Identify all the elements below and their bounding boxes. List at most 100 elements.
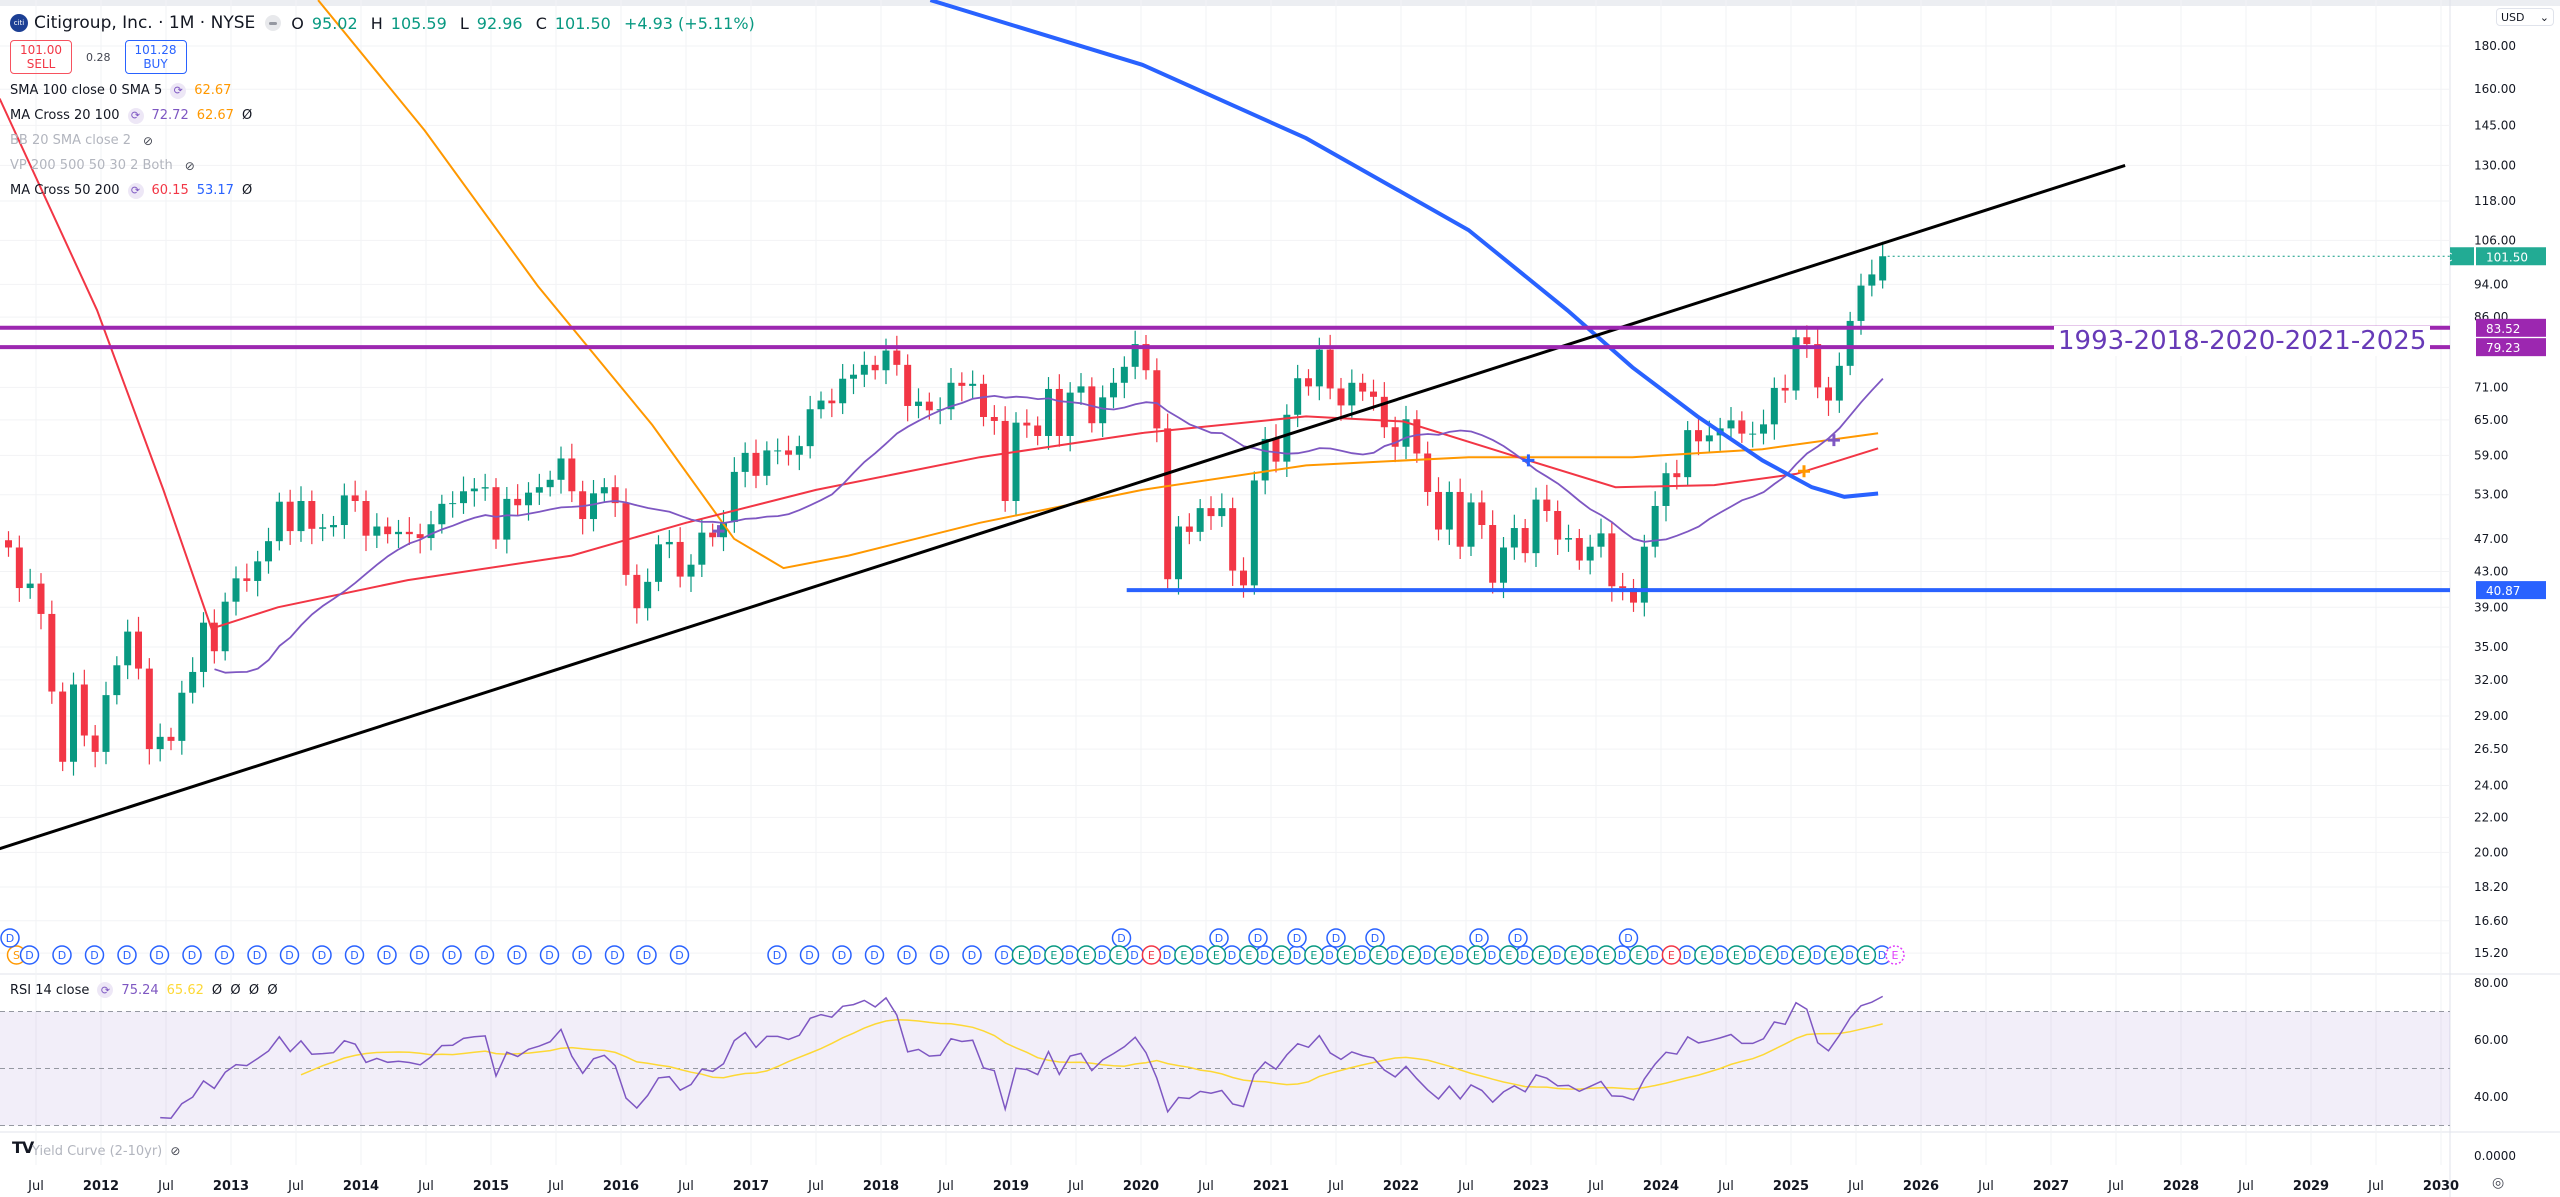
indicator-row[interactable]: BB 20 SMA close 2 ⊘ [10,128,763,153]
dividend-marker-circle[interactable] [1248,928,1268,948]
dividend-marker-circle[interactable] [507,945,527,965]
dividend-marker-circle[interactable] [474,945,495,965]
earnings-marker-circle[interactable] [1466,945,1487,965]
dividend-marker-circle[interactable] [409,945,430,965]
dividend-marker-circle[interactable] [344,945,365,965]
price-axis-label: 18.20 [2474,880,2508,894]
dividend-marker-circle[interactable] [214,945,235,965]
dividend-marker-circle[interactable] [247,945,267,965]
earnings-marker-circle[interactable] [1531,945,1552,965]
dividend-marker-circle[interactable] [117,945,137,965]
dividend-marker-circle[interactable] [604,945,625,965]
dividend-marker-circle[interactable] [929,945,950,965]
sync-icon[interactable]: ⟳ [170,82,187,99]
dividend-marker-circle[interactable] [637,945,657,965]
level-annotation[interactable]: 1993-2018-2020-2021-2025 [2054,326,2431,356]
earnings-marker-circle[interactable] [1011,945,1032,965]
earnings-marker-circle[interactable] [1564,945,1584,965]
dividend-marker-circle[interactable] [312,945,332,965]
earnings-marker-circle[interactable] [1629,945,1649,965]
dividend-marker-circle[interactable] [182,945,202,965]
earnings-marker-circle[interactable] [1726,945,1747,965]
dividend-marker-circle[interactable] [1326,928,1346,948]
currency-selector[interactable]: USD ⌄ [2496,8,2554,26]
sync-icon[interactable]: ⟳ [97,982,114,998]
indicator-name[interactable]: BB 20 SMA close 2 [10,133,132,148]
dividend-marker-circle[interactable] [864,945,885,965]
earnings-marker-circle[interactable] [1044,945,1064,965]
earnings-marker-circle[interactable] [1824,945,1844,965]
collapse-legend-button[interactable] [265,15,282,31]
dividend-marker-circle[interactable] [1287,928,1307,948]
candle-body [1435,491,1442,530]
earnings-marker-circle[interactable] [1499,945,1519,965]
earnings-marker-circle[interactable] [1856,945,1877,965]
earnings-marker-circle[interactable] [1661,945,1682,965]
dividend-marker-label: D [1195,949,1203,962]
candle-body [210,622,218,652]
dividend-marker-circle[interactable] [84,945,105,965]
price-axis-label: 43.00 [2474,564,2508,578]
dividend-marker-circle[interactable] [962,945,982,965]
earnings-marker-circle[interactable] [1369,945,1389,965]
dividend-marker-circle[interactable] [1618,928,1639,948]
dividend-marker-label: D [643,949,651,962]
indicator-row[interactable]: MA Cross 20 100 ⟳ 72.72 62.67 Ø [10,103,763,128]
sync-icon[interactable]: ⟳ [127,182,144,199]
earnings-marker-circle[interactable] [1791,945,1812,965]
earnings-marker-circle[interactable] [1206,945,1227,965]
earnings-marker-circle[interactable] [1596,945,1617,965]
earnings-marker-circle[interactable] [1141,945,1162,965]
dividend-marker-circle[interactable] [19,945,40,965]
dividend-marker-circle[interactable] [0,928,20,948]
indicator-name[interactable]: VP 200 500 50 30 2 Both [10,158,173,173]
dividend-marker-circle[interactable] [1508,928,1528,948]
ma-cross-marker [712,525,725,538]
indicator-name[interactable]: MA Cross 20 100 [10,108,120,123]
eye-hidden-icon[interactable]: ⊘ [184,158,195,173]
earnings-marker-circle[interactable] [1759,945,1779,965]
symbol-title[interactable]: Citigroup, Inc. · 1M · NYSE [34,13,256,33]
dividend-marker-circle[interactable] [442,945,462,965]
yield-curve-name[interactable]: Yield Curve (2-10yr) [32,1144,163,1159]
earnings-marker-circle[interactable] [1109,945,1129,965]
earnings-marker-circle[interactable] [1174,945,1194,965]
candle-body [1467,502,1475,547]
indicator-row[interactable]: SMA 100 close 0 SMA 5 ⟳ 62.67 [10,78,763,103]
candle-body [871,364,879,371]
dividend-marker-circle[interactable] [52,945,72,965]
sell-button[interactable]: 101.00 SELL [10,40,72,74]
dividend-marker-circle[interactable] [149,945,170,965]
dividend-marker-circle[interactable] [279,945,300,965]
dividend-marker-circle[interactable] [669,945,690,965]
sync-icon[interactable]: ⟳ [127,107,144,124]
dividend-marker-circle[interactable] [832,945,852,965]
dividend-marker-circle[interactable] [539,945,560,965]
earnings-marker-circle[interactable] [1076,945,1097,965]
buy-button[interactable]: 101.28 BUY [124,40,187,74]
rsi-name[interactable]: RSI 14 close [10,982,90,998]
indicator-name[interactable]: SMA 100 close 0 SMA 5 [10,83,163,98]
earnings-marker-circle[interactable] [1304,945,1324,965]
dividend-marker-circle[interactable] [377,945,397,965]
candle-body [503,498,511,540]
earnings-marker-circle[interactable] [1271,945,1292,965]
eye-hidden-icon[interactable]: ⊘ [143,133,154,148]
indicator-row[interactable]: MA Cross 50 200 ⟳ 60.15 53.17 Ø [10,178,763,203]
upcoming-earnings-marker-circle[interactable] [1885,945,1905,965]
dividend-marker-circle[interactable] [572,945,592,965]
indicator-name[interactable]: MA Cross 50 200 [10,183,120,198]
earnings-marker-circle[interactable] [1336,945,1357,965]
dividend-marker-circle[interactable] [897,945,917,965]
time-axis-label: 2024 [1643,1179,1679,1194]
indicator-row[interactable]: VP 200 500 50 30 2 Both ⊘ [10,153,763,178]
tradingview-logo[interactable]: TV [12,1138,34,1157]
earnings-marker-circle[interactable] [1434,945,1454,965]
dividend-marker-circle[interactable] [767,945,787,965]
earnings-marker-circle[interactable] [1239,945,1259,965]
eye-hidden-icon[interactable]: ⊘ [170,1144,181,1158]
earnings-marker-circle[interactable] [1694,945,1714,965]
dividend-marker-circle[interactable] [799,945,820,965]
earnings-marker-circle[interactable] [1401,945,1422,965]
